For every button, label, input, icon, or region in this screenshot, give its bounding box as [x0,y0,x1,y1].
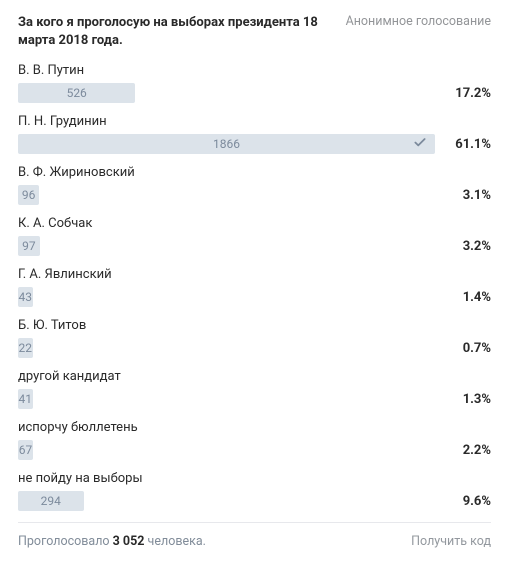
option-row: 67 2.2% [18,440,491,460]
option-row: 1866 61.1% [18,134,491,154]
option-bar-track: 294 [18,491,435,511]
option-bar: 1866 [18,134,435,154]
option-count: 67 [19,443,33,457]
option-count: 526 [67,86,87,100]
option-count: 41 [19,392,33,406]
poll-option[interactable]: Г. А. Явлинский 43 1.4% [18,267,491,307]
option-label: В. Ф. Жириновский [18,165,491,180]
option-count: 96 [22,188,36,202]
voted-prefix: Проголосовало [18,534,113,549]
option-bar-track: 67 [18,440,435,460]
option-bar: 41 [18,389,33,409]
checkmark-icon [413,135,427,154]
get-code-link[interactable]: Получить код [411,534,491,549]
option-percent: 2.2% [447,443,491,458]
poll-option[interactable]: К. А. Собчак 97 3.2% [18,216,491,256]
poll-title: За кого я проголосую на выборах президен… [18,14,338,49]
option-bar: 96 [18,185,39,205]
poll-options: В. В. Путин 526 17.2% П. Н. Грудинин 1866 61.… [18,63,491,511]
option-row: 43 1.4% [18,287,491,307]
voted-suffix: человека. [144,534,206,549]
option-count: 1866 [213,137,240,151]
poll-option[interactable]: Б. Ю. Титов 22 0.7% [18,318,491,358]
option-row: 22 0.7% [18,338,491,358]
option-percent: 3.2% [447,239,491,254]
option-row: 526 17.2% [18,83,491,103]
option-bar: 294 [18,491,84,511]
option-row: 41 1.3% [18,389,491,409]
poll-option[interactable]: В. Ф. Жириновский 96 3.1% [18,165,491,205]
option-count: 22 [19,341,33,355]
option-label: не пойду на выборы [18,471,491,486]
option-bar: 43 [18,287,33,307]
option-label: Б. Ю. Титов [18,318,491,333]
option-percent: 1.3% [447,392,491,407]
option-bar-track: 526 [18,83,435,103]
option-label: П. Н. Грудинин [18,114,491,129]
option-percent: 1.4% [447,290,491,305]
poll-option[interactable]: П. Н. Грудинин 1866 61.1% [18,114,491,154]
poll-footer: Проголосовало 3 052 человека. Получить к… [18,522,491,549]
voted-count: 3 052 [113,534,145,549]
option-row: 294 9.6% [18,491,491,511]
poll-option[interactable]: испорчу бюллетень 67 2.2% [18,420,491,460]
option-label: К. А. Собчак [18,216,491,231]
option-bar: 67 [18,440,33,460]
option-label: В. В. Путин [18,63,491,78]
option-label: испорчу бюллетень [18,420,491,435]
poll-anon-label: Анонимное голосование [346,14,491,29]
option-bar: 526 [18,83,135,103]
option-count: 43 [19,290,33,304]
option-bar-track: 43 [18,287,435,307]
option-percent: 17.2% [447,86,491,101]
option-count: 97 [22,239,36,253]
option-percent: 61.1% [447,137,491,152]
poll-widget: За кого я проголосую на выборах президен… [0,0,509,561]
option-percent: 3.1% [447,188,491,203]
option-count: 294 [41,494,61,508]
poll-option[interactable]: В. В. Путин 526 17.2% [18,63,491,103]
option-bar-track: 22 [18,338,435,358]
poll-option[interactable]: не пойду на выборы 294 9.6% [18,471,491,511]
option-bar-track: 97 [18,236,435,256]
option-percent: 9.6% [447,494,491,509]
option-row: 97 3.2% [18,236,491,256]
option-label: Г. А. Явлинский [18,267,491,282]
option-bar-track: 1866 [18,134,435,154]
option-row: 96 3.1% [18,185,491,205]
poll-option[interactable]: другой кандидат 41 1.3% [18,369,491,409]
poll-header: За кого я проголосую на выборах президен… [18,14,491,49]
option-percent: 0.7% [447,341,491,356]
option-bar-track: 96 [18,185,435,205]
option-bar: 97 [18,236,40,256]
poll-total-votes: Проголосовало 3 052 человека. [18,534,206,549]
option-bar: 22 [18,338,33,358]
option-bar-track: 41 [18,389,435,409]
option-label: другой кандидат [18,369,491,384]
